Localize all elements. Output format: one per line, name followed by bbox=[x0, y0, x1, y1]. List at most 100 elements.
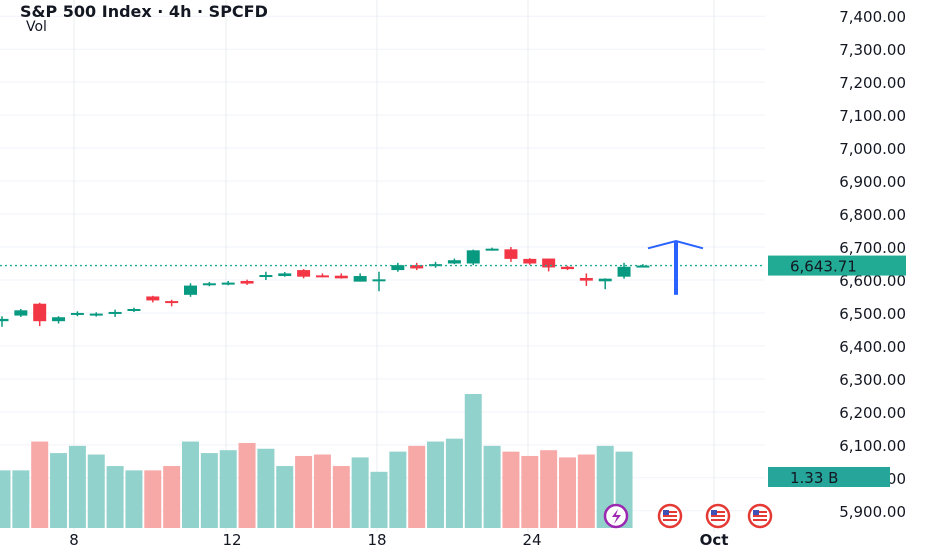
candle-body bbox=[278, 273, 292, 277]
candle-body bbox=[523, 258, 537, 264]
flag-icon-stripe bbox=[711, 519, 725, 521]
volume-bar bbox=[87, 454, 105, 528]
volume-bar bbox=[464, 394, 482, 528]
lightning-icon-bolt bbox=[612, 509, 621, 524]
volume-bar bbox=[295, 455, 313, 528]
flag-icon-stripe bbox=[663, 515, 677, 517]
volume-bar bbox=[200, 453, 218, 528]
time-axis[interactable]: 8 12 18 24 Oct bbox=[69, 531, 728, 549]
y-tick-label: 5,900.00 bbox=[839, 503, 906, 521]
volume-value: 1.33 B bbox=[790, 469, 838, 487]
volume-bar bbox=[31, 441, 49, 528]
volume-bar bbox=[332, 466, 350, 528]
candle-body bbox=[636, 265, 650, 268]
y-tick-label: 6,400.00 bbox=[839, 338, 906, 356]
x-tick-label: 12 bbox=[222, 531, 241, 549]
candle-body bbox=[447, 260, 461, 264]
volume-bar bbox=[238, 442, 256, 528]
y-tick-label: 6,800.00 bbox=[839, 206, 906, 224]
flag-icon-stripe bbox=[753, 511, 767, 513]
us-flag-icon bbox=[705, 503, 731, 529]
volume-bars bbox=[0, 394, 633, 528]
volume-bar bbox=[182, 441, 199, 528]
candle-body bbox=[240, 280, 254, 284]
flag-icon-stripe bbox=[753, 519, 767, 521]
price-axis[interactable]: 7,400.00 7,300.00 7,200.00 7,100.00 7,000.00… bbox=[768, 8, 906, 521]
flag-icon-stripe bbox=[711, 511, 725, 513]
volume-bar bbox=[0, 470, 11, 528]
candle-body bbox=[334, 275, 348, 279]
volume-bar bbox=[521, 455, 539, 528]
y-tick-label: 7,000.00 bbox=[839, 140, 906, 158]
candle-body bbox=[89, 313, 103, 316]
last-price-value: 6,643.71 bbox=[790, 258, 857, 276]
event-icons[interactable] bbox=[603, 503, 773, 529]
volume-bar bbox=[219, 450, 237, 528]
us-flag-icon bbox=[747, 503, 773, 529]
volume-bar bbox=[12, 470, 30, 528]
flag-icon-stripe bbox=[753, 515, 767, 517]
y-tick-label: 6,700.00 bbox=[839, 239, 906, 257]
candle-body bbox=[372, 279, 386, 282]
candle-body bbox=[504, 249, 518, 259]
volume-bar bbox=[408, 445, 426, 528]
x-tick-label: 18 bbox=[367, 531, 386, 549]
volume-bar bbox=[483, 445, 501, 528]
volume-bar bbox=[50, 453, 68, 528]
volume-bar bbox=[106, 466, 124, 528]
arrow-up-icon bbox=[647, 240, 704, 250]
flag-icon-stripe bbox=[663, 511, 677, 513]
candle-body bbox=[466, 250, 480, 264]
candle-body bbox=[108, 311, 122, 314]
last-price-tag bbox=[768, 255, 906, 276]
candle-body bbox=[127, 308, 141, 311]
candle-body bbox=[146, 296, 160, 301]
candle-body bbox=[598, 278, 612, 282]
x-tick-label: Oct bbox=[700, 531, 729, 549]
candle-body bbox=[14, 310, 28, 316]
candle-body bbox=[221, 282, 235, 285]
x-tick-label: 8 bbox=[69, 531, 79, 549]
candles bbox=[0, 247, 650, 327]
volume-bar bbox=[257, 448, 275, 528]
y-tick-label: 6,500.00 bbox=[839, 305, 906, 323]
volume-tag bbox=[768, 467, 890, 487]
flag-icon-canton bbox=[663, 510, 669, 515]
x-tick-label: 24 bbox=[522, 531, 541, 549]
y-tick-label: 7,100.00 bbox=[839, 107, 906, 125]
candle-body bbox=[0, 318, 9, 322]
candle-body bbox=[391, 265, 405, 271]
volume-bar bbox=[125, 470, 143, 528]
candle-body bbox=[485, 248, 499, 251]
candle-body bbox=[70, 312, 84, 315]
candle-body bbox=[297, 270, 311, 277]
volume-label: Vol bbox=[26, 19, 47, 35]
y-tick-label: 6,900.00 bbox=[839, 173, 906, 191]
y-tick-label: 6,300.00 bbox=[839, 371, 906, 389]
volume-bar bbox=[68, 445, 86, 528]
y-tick-label: 6,600.00 bbox=[839, 272, 906, 290]
y-tick-label: 6,200.00 bbox=[839, 404, 906, 422]
y-tick-label: 7,300.00 bbox=[839, 41, 906, 59]
chart-title: S&P 500 Index · 4h · SPCFD bbox=[20, 2, 268, 21]
volume-bar bbox=[389, 451, 407, 528]
candle-body bbox=[353, 276, 367, 282]
candle-body bbox=[33, 303, 47, 322]
candle-body bbox=[542, 258, 556, 268]
volume-bar bbox=[313, 454, 331, 528]
candle-body bbox=[315, 275, 329, 278]
y-tick-label: 7,400.00 bbox=[839, 8, 906, 26]
volume-bar bbox=[445, 438, 463, 528]
lightning-icon bbox=[603, 503, 629, 529]
volume-bar bbox=[370, 471, 388, 528]
volume-bar bbox=[559, 457, 576, 528]
volume-bar bbox=[351, 457, 369, 528]
candle-body bbox=[184, 285, 197, 295]
flag-icon-canton bbox=[711, 510, 717, 515]
volume-bar bbox=[276, 466, 294, 528]
candle-body bbox=[259, 275, 273, 278]
flag-icon-canton bbox=[753, 510, 759, 515]
overlay bbox=[0, 240, 765, 295]
candle-body bbox=[165, 301, 179, 304]
